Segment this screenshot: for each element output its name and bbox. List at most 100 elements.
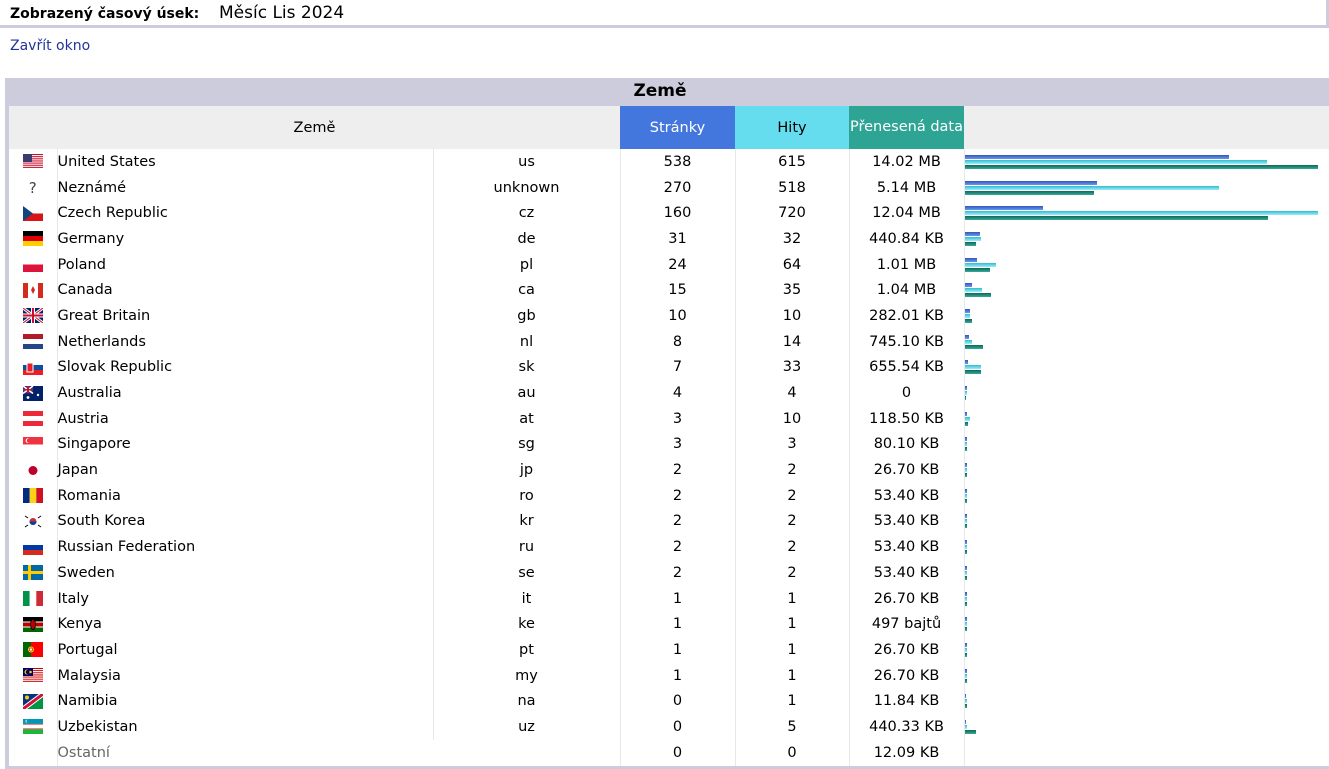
pages-bar <box>964 231 980 236</box>
bandwidth-value: 26.70 KB <box>849 457 965 483</box>
table-row: Malaysia my 1 1 26.70 KB <box>9 662 1329 689</box>
bandwidth-value: 26.70 KB <box>849 585 965 612</box>
hits-value: 2 <box>735 482 850 509</box>
pages-bar <box>964 334 969 339</box>
other-flag-cell <box>9 739 58 766</box>
other-name: Ostatní <box>57 739 621 766</box>
hits-value: 3 <box>735 431 850 458</box>
jp-flag-icon <box>22 462 43 478</box>
table-row: Sweden se 2 2 53.40 KB <box>9 560 1329 586</box>
flag-cell <box>9 149 58 175</box>
countries-panel: Země Země Stránky Hity Přenesená data Un… <box>5 78 1329 769</box>
pages-value: 160 <box>620 200 736 227</box>
graph-column-header <box>964 106 1329 149</box>
flag-cell: ? <box>9 174 58 201</box>
hits-bar <box>964 647 967 652</box>
hits-bar <box>964 313 970 318</box>
hits-bar <box>964 442 967 447</box>
country-code: gb <box>433 303 621 329</box>
pages-bar <box>964 719 966 724</box>
country-code: ca <box>433 277 621 304</box>
panel-title: Země <box>633 81 687 101</box>
hits-value: 1 <box>735 662 850 689</box>
flag-cell <box>9 637 58 663</box>
bandwidth-value: 53.40 KB <box>849 534 965 560</box>
pages-value: 2 <box>620 534 736 560</box>
bandwidth-bar <box>964 396 966 401</box>
country-name: Austria <box>57 405 434 432</box>
time-period-label: Zobrazený časový úsek: <box>10 6 200 22</box>
country-code: pt <box>433 637 621 663</box>
pages-value: 2 <box>620 560 736 586</box>
flag-cell <box>9 482 58 509</box>
pages-bar <box>964 668 967 673</box>
hits-value: 5 <box>735 714 850 740</box>
bandwidth-value: 12.04 MB <box>849 200 965 227</box>
other-bandwidth: 12.09 KB <box>849 739 965 766</box>
table-row: United States us 538 615 14.02 MB <box>9 149 1329 175</box>
pl-flag-icon <box>22 257 43 273</box>
hits-value: 2 <box>735 560 850 586</box>
bandwidth-value: 53.40 KB <box>849 560 965 586</box>
table-row: Germany de 31 32 440.84 KB <box>9 226 1329 252</box>
bandwidth-value: 1.04 MB <box>849 277 965 304</box>
ru-flag-icon <box>22 539 43 555</box>
table-row: Romania ro 2 2 53.40 KB <box>9 482 1329 509</box>
pages-bar <box>964 540 967 545</box>
bandwidth-bar <box>964 241 976 246</box>
country-code: au <box>433 380 621 406</box>
pages-value: 10 <box>620 303 736 329</box>
na-flag-icon <box>22 693 43 709</box>
hits-value: 2 <box>735 508 850 535</box>
bandwidth-bar <box>964 678 967 683</box>
bandwidth-bar <box>964 447 967 452</box>
hits-bar <box>964 724 967 729</box>
pages-value: 3 <box>620 405 736 432</box>
pages-value: 2 <box>620 508 736 535</box>
flag-cell <box>9 303 58 329</box>
it-flag-icon <box>22 591 43 607</box>
bandwidth-value: 80.10 KB <box>849 431 965 458</box>
graph-cell <box>964 611 1329 637</box>
at-flag-icon <box>22 411 43 427</box>
flag-cell <box>9 508 58 535</box>
country-name: Singapore <box>57 431 434 458</box>
country-name: Namibia <box>57 688 434 715</box>
pages-value: 4 <box>620 380 736 406</box>
pages-value: 8 <box>620 328 736 355</box>
graph-cell <box>964 380 1329 406</box>
pages-value: 15 <box>620 277 736 304</box>
graph-cell <box>964 483 1329 509</box>
bandwidth-value: 497 bajtů <box>849 611 965 638</box>
pages-bar <box>964 617 967 622</box>
flag-cell <box>9 714 58 740</box>
hits-value: 1 <box>735 611 850 638</box>
pages-bar <box>964 437 967 442</box>
pages-bar <box>964 411 967 416</box>
pages-value: 1 <box>620 662 736 689</box>
bandwidth-bar <box>964 601 967 606</box>
hits-value: 1 <box>735 585 850 612</box>
ke-flag-icon <box>22 616 43 632</box>
graph-cell <box>964 688 1329 714</box>
pages-bar <box>964 386 967 391</box>
pages-bar <box>964 206 1043 211</box>
bandwidth-value: 11.84 KB <box>849 688 965 715</box>
pages-bar <box>964 565 967 570</box>
table-row: Russian Federation ru 2 2 53.40 KB <box>9 534 1329 560</box>
bandwidth-value: 53.40 KB <box>849 508 965 535</box>
close-window-link[interactable]: Zavřít okno <box>10 38 91 54</box>
graph-cell <box>964 175 1329 201</box>
graph-cell <box>964 277 1329 303</box>
gb-flag-icon <box>22 308 43 324</box>
table-row: Netherlands nl 8 14 745.10 KB <box>9 328 1329 355</box>
sk-flag-icon <box>22 359 43 375</box>
country-name: Poland <box>57 251 434 278</box>
bandwidth-value: 745.10 KB <box>849 328 965 355</box>
pages-bar <box>964 180 1097 185</box>
country-name: South Korea <box>57 508 434 535</box>
hits-bar <box>964 262 996 267</box>
flag-cell <box>9 611 58 638</box>
graph-cell <box>964 355 1329 381</box>
graph-cell <box>964 200 1329 226</box>
